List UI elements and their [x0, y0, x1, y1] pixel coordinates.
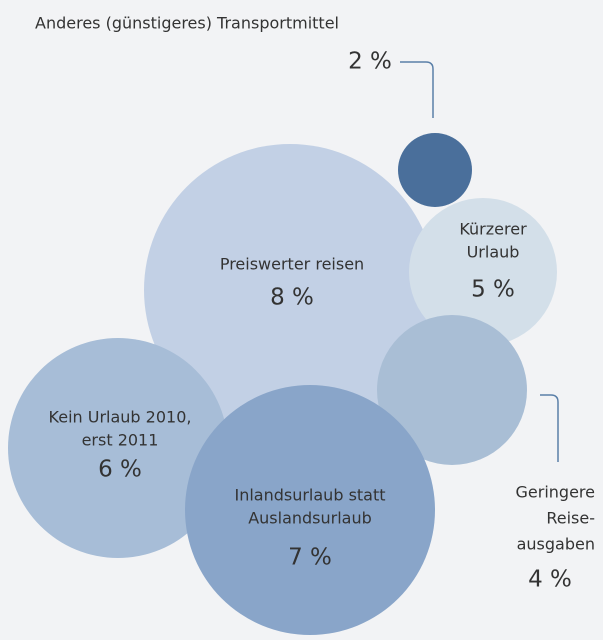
- bubble-label: Kein Urlaub 2010,: [49, 408, 192, 427]
- value-label: 2 %: [348, 49, 392, 75]
- bubble-label: Auslandsurlaub: [248, 509, 372, 528]
- bubble-label: ausgaben: [517, 535, 595, 554]
- bubble: [398, 133, 472, 207]
- value-label: 5 %: [471, 277, 515, 303]
- bubble: [409, 198, 557, 346]
- value-label: 8 %: [270, 285, 314, 311]
- bubble-label: Anderes (günstigeres) Transportmittel: [35, 14, 339, 33]
- value-label: 6 %: [98, 457, 142, 483]
- bubble-label: Inlandsurlaub statt: [234, 486, 385, 505]
- bubble: [377, 315, 527, 465]
- bubble-label: Kürzerer: [459, 220, 527, 239]
- leader-line: [400, 61, 434, 118]
- bubble-label: Urlaub: [467, 243, 520, 262]
- bubble: [144, 144, 436, 436]
- bubble-label: Preiswerter reisen: [220, 255, 364, 274]
- value-label: 7 %: [288, 545, 332, 571]
- value-label: 4 %: [528, 567, 572, 593]
- bubble: [8, 338, 228, 558]
- bubble-label: Geringere: [516, 483, 595, 502]
- bubble: [185, 385, 435, 635]
- leader-line: [540, 394, 559, 462]
- bubble-label: Reise-: [546, 509, 595, 528]
- bubble-label: erst 2011: [82, 431, 159, 450]
